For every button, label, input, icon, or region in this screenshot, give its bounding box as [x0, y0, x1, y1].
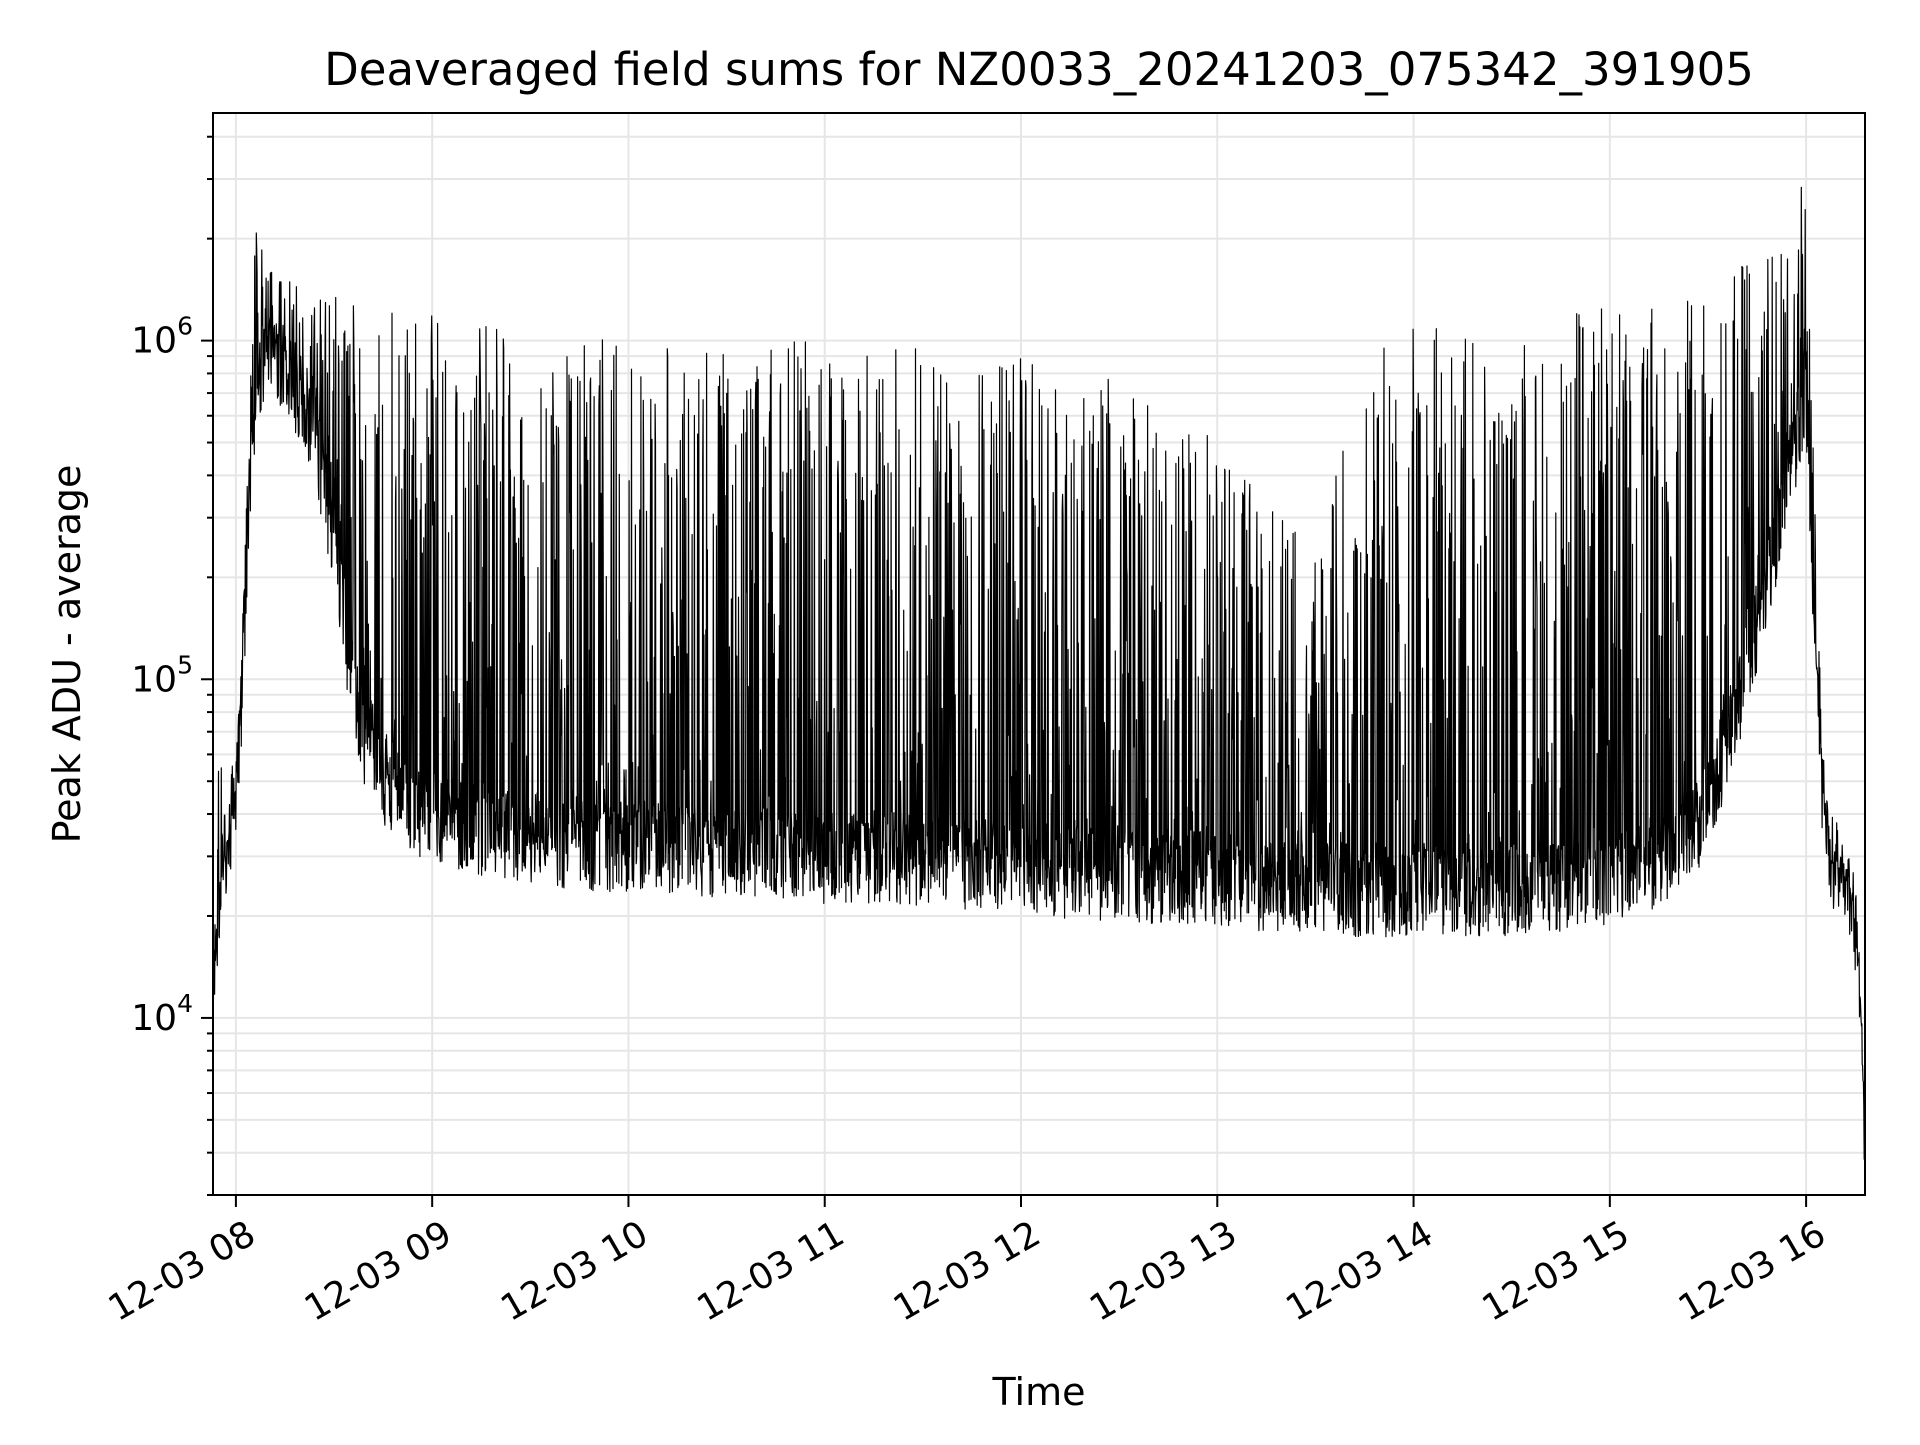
y-axis-label: Peak ADU - average: [45, 465, 89, 844]
series-line: [213, 186, 1865, 1160]
data-layer: [213, 186, 1865, 1160]
y-tick-label: 105: [131, 650, 193, 700]
y-tick-label-exponent: 5: [177, 650, 193, 679]
plot-frame: [212, 112, 1866, 1196]
y-tick-label-exponent: 6: [177, 312, 193, 341]
y-tick-label-base: 10: [131, 659, 177, 700]
y-tick-label: 104: [131, 989, 193, 1039]
y-tick-label-base: 10: [131, 321, 177, 362]
y-tick-label-exponent: 4: [177, 989, 193, 1018]
y-tick-label-base: 10: [131, 998, 177, 1039]
chart-title: Deaveraged field sums for NZ0033_2024120…: [324, 43, 1754, 96]
x-axis-label: Time: [992, 1370, 1086, 1414]
y-tick-label: 106: [131, 312, 193, 362]
